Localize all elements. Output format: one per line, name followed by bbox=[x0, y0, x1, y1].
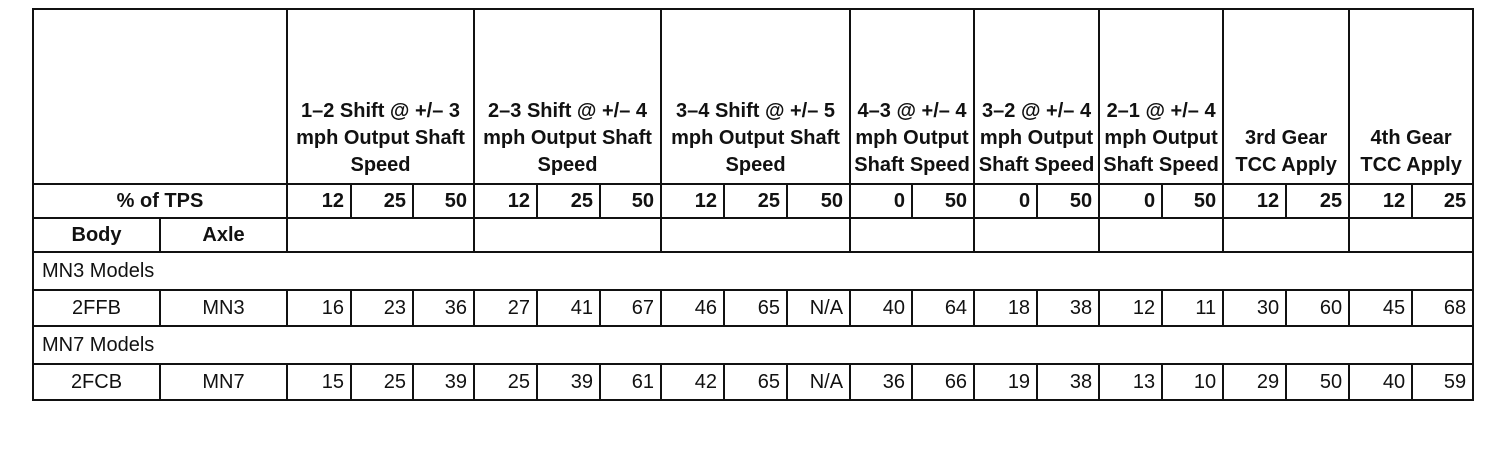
empty-cell bbox=[660, 217, 852, 253]
value-cell: 10 bbox=[1161, 363, 1225, 401]
value-cell: 67 bbox=[599, 289, 663, 327]
body-cell: 2FFB bbox=[32, 289, 161, 327]
empty-cell bbox=[1098, 217, 1225, 253]
value-cell: 15 bbox=[286, 363, 352, 401]
group-title: MN7 Models bbox=[31, 325, 1475, 365]
body-header: Body bbox=[32, 217, 161, 253]
tps-value: 50 bbox=[1161, 183, 1225, 219]
value-cell: 41 bbox=[536, 289, 602, 327]
tps-value: 0 bbox=[849, 183, 914, 219]
value-cell: 61 bbox=[599, 363, 663, 401]
value-cell: 38 bbox=[1036, 363, 1101, 401]
tps-value: 50 bbox=[411, 183, 476, 219]
tps-value: 12 bbox=[473, 183, 539, 219]
tps-value: 12 bbox=[1348, 183, 1414, 219]
column-group-header: 3–4 Shift @ +/– 5 mph Output Shaft Speed bbox=[660, 8, 852, 185]
header-row: 1–2 Shift @ +/– 3 mph Output Shaft Speed… bbox=[32, 8, 1475, 185]
tps-value: 12 bbox=[1222, 183, 1288, 219]
tps-label: % of TPS bbox=[32, 183, 288, 219]
value-cell: 23 bbox=[350, 289, 414, 327]
value-cell: 66 bbox=[911, 363, 976, 401]
value-cell: 25 bbox=[473, 363, 539, 401]
empty-cell bbox=[849, 217, 976, 253]
value-cell: N/A bbox=[786, 289, 852, 327]
tps-value: 25 bbox=[1411, 183, 1475, 219]
value-cell: 39 bbox=[536, 363, 602, 401]
value-cell: 65 bbox=[723, 363, 789, 401]
value-cell: 46 bbox=[660, 289, 726, 327]
column-group-header: 4th Gear TCC Apply bbox=[1348, 8, 1475, 185]
body-cell: 2FCB bbox=[32, 363, 161, 401]
value-cell: 27 bbox=[473, 289, 539, 327]
value-cell: 45 bbox=[1348, 289, 1414, 327]
axle-cell: MN7 bbox=[159, 363, 288, 401]
value-cell: 11 bbox=[1161, 289, 1225, 327]
column-group-header: 3rd Gear TCC Apply bbox=[1222, 8, 1351, 185]
group-row: MN7 Models bbox=[31, 325, 1475, 365]
column-group-header: 3–2 @ +/– 4 mph Output Shaft Speed bbox=[973, 8, 1101, 185]
tps-value: 50 bbox=[1036, 183, 1101, 219]
value-cell: 64 bbox=[911, 289, 976, 327]
table-row: 2FFB MN3 16 23 36 27 41 67 46 65 N/A 40 64 18 38 12 11 30… bbox=[32, 289, 1475, 327]
value-cell: 40 bbox=[1348, 363, 1414, 401]
tps-value: 0 bbox=[973, 183, 1039, 219]
axle-header: Axle bbox=[159, 217, 288, 253]
value-cell: 39 bbox=[411, 363, 476, 401]
value-cell: 19 bbox=[973, 363, 1039, 401]
value-cell: 59 bbox=[1411, 363, 1475, 401]
value-cell: N/A bbox=[786, 363, 852, 401]
value-cell: 25 bbox=[350, 363, 414, 401]
body-axle-row: Body Axle bbox=[32, 217, 1475, 253]
empty-cell bbox=[285, 217, 476, 253]
empty-cell bbox=[473, 217, 663, 253]
tps-value: 0 bbox=[1098, 183, 1164, 219]
value-cell: 30 bbox=[1222, 289, 1288, 327]
group-row: MN3 Models bbox=[31, 251, 1475, 291]
tps-value: 25 bbox=[1285, 183, 1351, 219]
empty-cell bbox=[1222, 217, 1351, 253]
value-cell: 40 bbox=[849, 289, 914, 327]
value-cell: 12 bbox=[1098, 289, 1164, 327]
tps-value: 25 bbox=[350, 183, 414, 219]
axle-cell: MN3 bbox=[159, 289, 288, 327]
value-cell: 50 bbox=[1285, 363, 1351, 401]
value-cell: 38 bbox=[1036, 289, 1101, 327]
table-row: 2FCB MN7 15 25 39 25 39 61 42 65 N/A 36 66 19 38 13 10 29… bbox=[32, 363, 1475, 401]
tps-value: 25 bbox=[536, 183, 602, 219]
value-cell: 60 bbox=[1285, 289, 1351, 327]
column-group-header: 4–3 @ +/– 4 mph Output Shaft Speed bbox=[849, 8, 976, 185]
column-group-header: 1–2 Shift @ +/– 3 mph Output Shaft Speed bbox=[285, 8, 476, 185]
value-cell: 36 bbox=[411, 289, 476, 327]
tps-value: 12 bbox=[660, 183, 726, 219]
value-cell: 29 bbox=[1222, 363, 1288, 401]
value-cell: 18 bbox=[973, 289, 1039, 327]
value-cell: 65 bbox=[723, 289, 789, 327]
value-cell: 42 bbox=[660, 363, 726, 401]
value-cell: 36 bbox=[849, 363, 914, 401]
tps-value: 50 bbox=[786, 183, 852, 219]
value-cell: 68 bbox=[1411, 289, 1475, 327]
tps-value: 25 bbox=[723, 183, 789, 219]
value-cell: 13 bbox=[1098, 363, 1164, 401]
column-group-header: 2–1 @ +/– 4 mph Output Shaft Speed bbox=[1098, 8, 1225, 185]
group-title: MN3 Models bbox=[31, 251, 1475, 291]
tps-row: % of TPS 12 25 50 12 25 50 12 25 50 0 50 0 50 0 50 12 25 1… bbox=[32, 183, 1475, 219]
tps-value: 12 bbox=[286, 183, 352, 219]
shift-speed-table: 1–2 Shift @ +/– 3 mph Output Shaft Speed… bbox=[31, 8, 1475, 401]
corner-cell bbox=[32, 8, 288, 185]
tps-value: 50 bbox=[599, 183, 663, 219]
value-cell: 16 bbox=[286, 289, 352, 327]
empty-cell bbox=[973, 217, 1101, 253]
tps-value: 50 bbox=[911, 183, 976, 219]
empty-cell bbox=[1348, 217, 1475, 253]
column-group-header: 2–3 Shift @ +/– 4 mph Output Shaft Speed bbox=[473, 8, 663, 185]
